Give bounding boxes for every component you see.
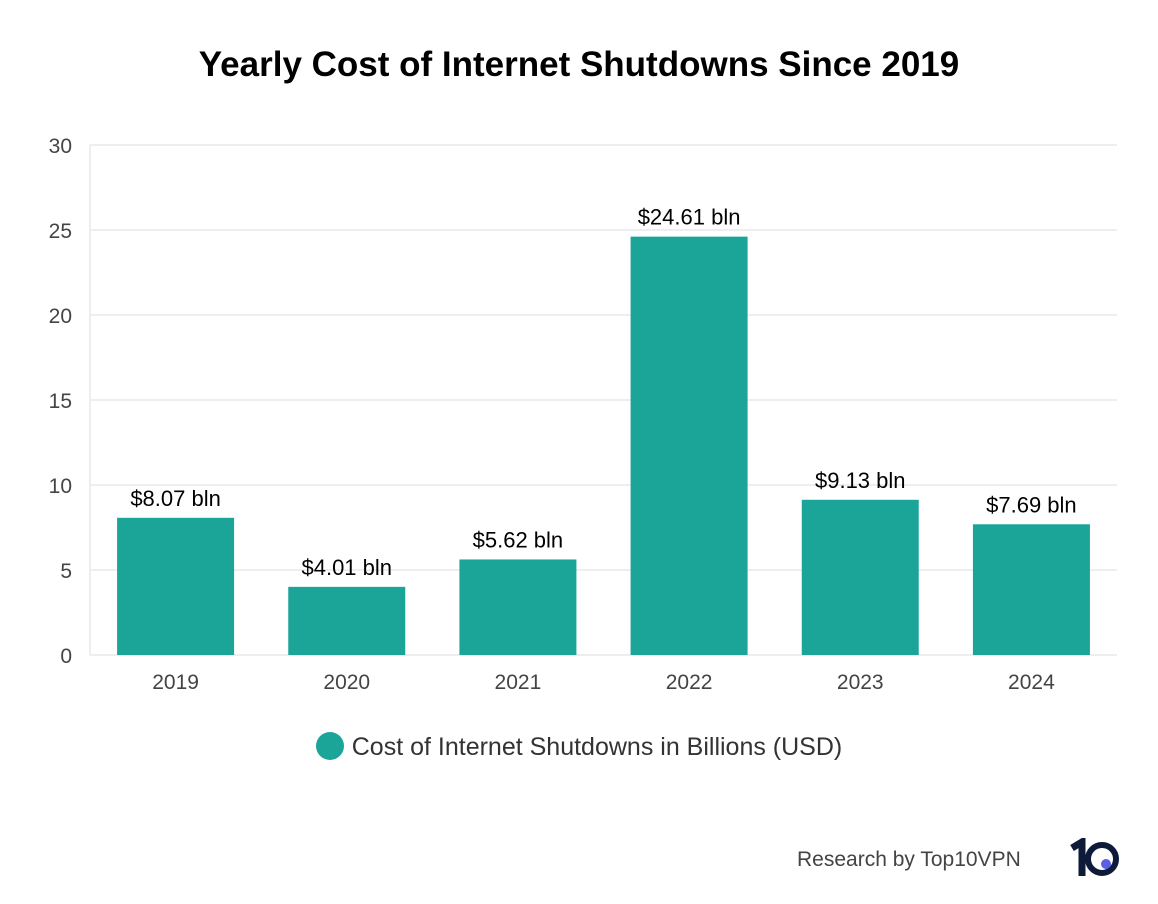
bar-2019: [117, 517, 235, 655]
x-tick-label: 2024: [1008, 671, 1055, 694]
credit-text: Research by Top10VPN: [797, 848, 1021, 871]
data-label: $24.61 bln: [638, 205, 741, 230]
y-tick-label: 20: [49, 305, 72, 328]
x-tick-label: 2019: [152, 671, 199, 694]
data-label: $4.01 bln: [301, 555, 392, 580]
legend-label: Cost of Internet Shutdowns in Billions (…: [351, 733, 843, 761]
y-tick-label: 10: [49, 475, 72, 498]
bar-chart: 0 5 10 15 20 25 30 $8.07 bln 2019 $4.01 bln 2020 $5…: [49, 135, 1117, 694]
x-tick-label: 2021: [495, 671, 542, 694]
x-tick-label: 2023: [837, 671, 884, 694]
legend: Cost of Internet Shutdowns in Billions (…: [0, 732, 1158, 762]
legend-swatch: [315, 732, 344, 760]
bar-2021: [459, 559, 577, 655]
x-tick-label: 2022: [666, 671, 713, 694]
data-label: $5.62 bln: [473, 527, 564, 552]
bar-2024: [972, 524, 1090, 655]
data-label: $8.07 bln: [130, 486, 221, 511]
top10vpn-logo: [1070, 838, 1119, 876]
chart-title: Yearly Cost of Internet Shutdowns Since …: [198, 45, 960, 84]
data-label: $9.13 bln: [815, 468, 906, 493]
x-tick-label: 2020: [323, 671, 370, 694]
bar-2022: [630, 236, 748, 655]
data-label: $7.69 bln: [986, 492, 1077, 517]
bar-2020: [288, 586, 406, 655]
y-tick-label: 15: [49, 390, 72, 413]
y-tick-label: 25: [49, 220, 72, 243]
y-tick-label: 30: [49, 135, 72, 158]
bar-2023: [801, 499, 919, 655]
y-tick-label: 0: [60, 645, 72, 668]
y-tick-label: 5: [60, 560, 72, 583]
